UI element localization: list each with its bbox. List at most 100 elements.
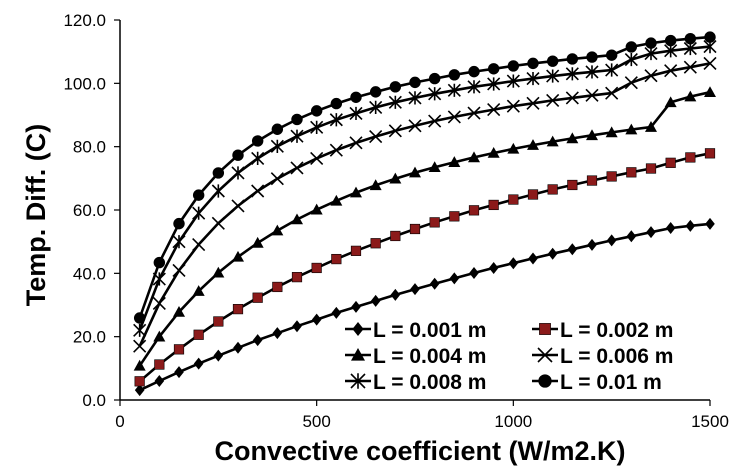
data-point (213, 316, 224, 327)
data-point (310, 120, 324, 134)
data-point (508, 194, 519, 205)
data-point (409, 223, 421, 235)
data-point (271, 224, 284, 236)
data-point (213, 349, 224, 362)
data-point (330, 194, 343, 206)
data-point (369, 129, 383, 144)
data-point (428, 72, 441, 85)
data-point (232, 304, 244, 315)
data-point (605, 49, 618, 61)
data-point (192, 237, 206, 252)
data-point (467, 106, 481, 120)
data-point (537, 347, 553, 363)
data-point (370, 294, 381, 307)
data-point (605, 63, 619, 77)
data-point (624, 52, 638, 67)
data-point (329, 113, 343, 127)
data-point (683, 60, 697, 74)
data-point (626, 167, 637, 178)
data-point (409, 166, 421, 178)
data-point (448, 69, 461, 81)
data-point (547, 184, 558, 195)
data-point (291, 213, 303, 225)
series-3 (133, 86, 716, 371)
data-point (468, 205, 480, 216)
data-point (645, 163, 657, 174)
data-point (685, 152, 696, 163)
data-point (212, 266, 225, 278)
legend-label: L = 0.001 m (373, 319, 486, 342)
data-point (211, 216, 225, 230)
data-point (644, 69, 658, 83)
y-tick-label: 20.0 (73, 328, 106, 347)
data-point (272, 327, 283, 340)
data-point (428, 87, 442, 101)
data-point (703, 56, 717, 70)
data-point (587, 238, 597, 251)
data-point (251, 151, 265, 165)
data-point (270, 172, 284, 186)
data-point (488, 199, 499, 211)
y-tick-label: 60.0 (73, 201, 106, 220)
legend-item: L = 0.008 m (345, 371, 486, 394)
data-point (351, 348, 365, 361)
data-point (586, 129, 598, 141)
data-point (410, 283, 420, 296)
data-point (231, 199, 245, 213)
data-point (566, 132, 579, 144)
data-point (646, 226, 656, 239)
data-point (665, 222, 676, 235)
data-point (390, 230, 401, 242)
series-1 (134, 217, 715, 397)
data-point (352, 322, 364, 336)
data-point (232, 149, 244, 161)
data-point (625, 41, 638, 53)
data-point (546, 55, 559, 67)
data-point (350, 245, 362, 256)
data-point (329, 143, 343, 157)
data-point (193, 329, 204, 340)
data-point (468, 65, 480, 78)
data-point (539, 323, 551, 335)
data-point (704, 86, 716, 97)
data-point (429, 277, 440, 290)
data-point (585, 65, 599, 79)
data-point (487, 103, 501, 117)
data-point (645, 37, 657, 49)
data-point (310, 105, 323, 117)
series-4 (133, 56, 717, 353)
data-point (448, 156, 461, 167)
data-point (349, 106, 363, 121)
data-point (133, 323, 147, 337)
data-point (173, 344, 185, 355)
data-point (567, 179, 578, 191)
data-point (625, 123, 638, 135)
data-point (507, 142, 520, 154)
data-point (134, 376, 145, 387)
data-point (173, 217, 185, 230)
data-point (173, 305, 185, 317)
data-point (331, 253, 342, 265)
data-point (408, 91, 422, 105)
data-point (586, 51, 598, 63)
data-point (172, 235, 186, 249)
data-point (192, 206, 206, 220)
data-point (389, 81, 402, 93)
data-point (211, 184, 225, 198)
data-point (193, 357, 204, 370)
data-point (271, 123, 284, 135)
legend-label: L = 0.004 m (373, 345, 486, 368)
data-point (369, 86, 382, 98)
data-point (311, 262, 322, 274)
data-point (508, 257, 519, 270)
y-axis-title: Temp. Diff. (C) (21, 124, 51, 306)
data-point (487, 77, 501, 91)
data-point (252, 292, 263, 303)
data-point (605, 126, 618, 138)
data-point (292, 320, 302, 333)
legend-item: L = 0.004 m (345, 345, 486, 368)
y-tick-label: 40.0 (73, 264, 106, 283)
data-point (291, 272, 303, 283)
data-point (311, 313, 322, 326)
